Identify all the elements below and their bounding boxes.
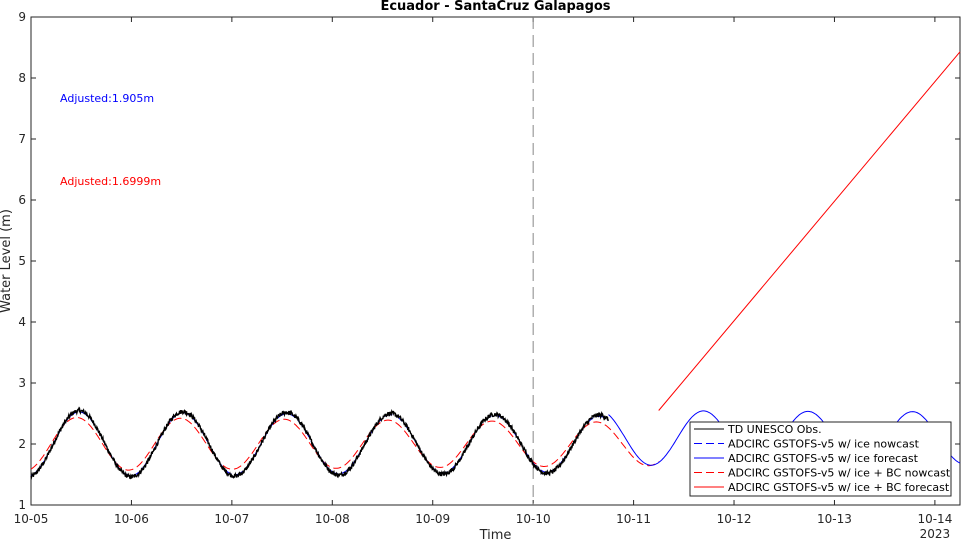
annotation-adjusted-red: Adjusted:1.6999m xyxy=(60,175,161,188)
x-tick-label: 10-10 xyxy=(516,512,551,526)
x-tick-label: 10-05 xyxy=(14,512,49,526)
y-tick-label: 8 xyxy=(18,71,26,85)
y-tick-label: 5 xyxy=(18,254,26,268)
x-axis-label: Time xyxy=(479,528,512,541)
x-tick-label: 10-12 xyxy=(717,512,752,526)
x-axis: 10-05 10-06 10-07 10-08 10-09 10-10 10-11 10-12… xyxy=(14,17,952,526)
series-line-3 xyxy=(30,417,659,471)
y-tick-label: 4 xyxy=(18,315,26,329)
annotation-adjusted-blue: Adjusted:1.905m xyxy=(60,92,154,105)
x-tick-label: 10-09 xyxy=(415,512,450,526)
chart-title: Ecuador - SantaCruz Galapagos xyxy=(380,0,610,14)
legend-label-3: ADCIRC GSTOFS-v5 w/ ice + BC nowcast xyxy=(728,467,951,480)
y-tick-label: 2 xyxy=(18,437,26,451)
x-tick-label: 10-13 xyxy=(817,512,852,526)
series-layer xyxy=(30,51,961,481)
y-axis-label: Water Level (m) xyxy=(0,209,14,313)
series-line-0 xyxy=(30,406,609,481)
y-axis: 1 2 3 4 5 6 7 8 9 xyxy=(18,10,960,512)
legend-label-2: ADCIRC GSTOFS-v5 w/ ice forecast xyxy=(728,452,919,465)
year-label: 2023 xyxy=(920,527,951,541)
legend-label-1: ADCIRC GSTOFS-v5 w/ ice nowcast xyxy=(728,438,920,451)
y-tick-label: 3 xyxy=(18,376,26,390)
legend: TD UNESCO Obs. ADCIRC GSTOFS-v5 w/ ice no… xyxy=(689,421,952,497)
x-tick-label: 10-08 xyxy=(315,512,350,526)
series-line-4 xyxy=(658,51,961,411)
legend-label-0: TD UNESCO Obs. xyxy=(727,423,822,436)
legend-box xyxy=(689,421,952,497)
legend-label-4: ADCIRC GSTOFS-v5 w/ ice + BC forecast xyxy=(728,481,950,494)
x-tick-label: 10-07 xyxy=(214,512,249,526)
y-tick-label: 7 xyxy=(18,132,26,146)
x-tick-label: 10-14 xyxy=(917,512,952,526)
y-tick-label: 1 xyxy=(18,498,26,512)
y-tick-label: 6 xyxy=(18,193,26,207)
x-tick-label: 10-06 xyxy=(114,512,149,526)
x-tick-label: 10-11 xyxy=(616,512,651,526)
y-tick-label: 9 xyxy=(18,10,26,24)
